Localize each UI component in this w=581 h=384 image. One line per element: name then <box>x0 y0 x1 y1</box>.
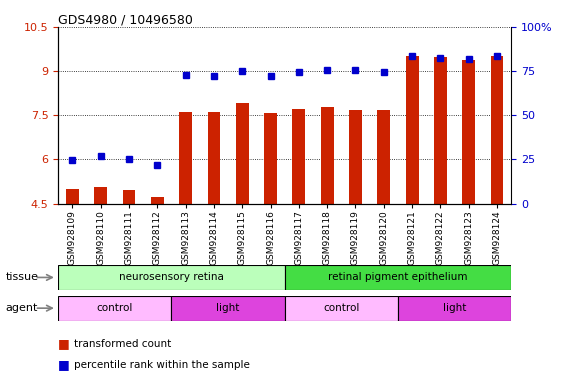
Bar <box>292 109 305 204</box>
Bar <box>462 60 475 204</box>
Bar <box>321 107 333 204</box>
Text: agent: agent <box>6 303 38 313</box>
Bar <box>398 296 511 321</box>
Bar <box>151 197 164 204</box>
Text: retinal pigment epithelium: retinal pigment epithelium <box>328 272 468 283</box>
Text: control: control <box>323 303 360 313</box>
Bar <box>285 265 511 290</box>
Bar <box>179 112 192 204</box>
Text: light: light <box>443 303 467 313</box>
Bar <box>349 110 362 204</box>
Text: transformed count: transformed count <box>74 339 171 349</box>
Text: control: control <box>96 303 133 313</box>
Text: ■: ■ <box>58 337 70 350</box>
Bar <box>207 112 220 204</box>
Text: neurosensory retina: neurosensory retina <box>119 272 224 283</box>
Bar <box>406 56 418 204</box>
Bar <box>58 296 171 321</box>
Bar <box>171 296 285 321</box>
Bar <box>378 110 390 204</box>
Bar <box>236 103 249 204</box>
Bar <box>94 187 107 204</box>
Bar <box>434 57 447 204</box>
Text: light: light <box>216 303 240 313</box>
Bar <box>123 190 135 204</box>
Bar <box>491 56 504 204</box>
Bar <box>66 189 78 204</box>
Text: percentile rank within the sample: percentile rank within the sample <box>74 360 250 370</box>
Bar <box>58 265 285 290</box>
Text: tissue: tissue <box>6 272 39 283</box>
Bar <box>264 113 277 204</box>
Text: ■: ■ <box>58 358 70 371</box>
Text: GDS4980 / 10496580: GDS4980 / 10496580 <box>58 13 193 26</box>
Bar <box>285 296 398 321</box>
